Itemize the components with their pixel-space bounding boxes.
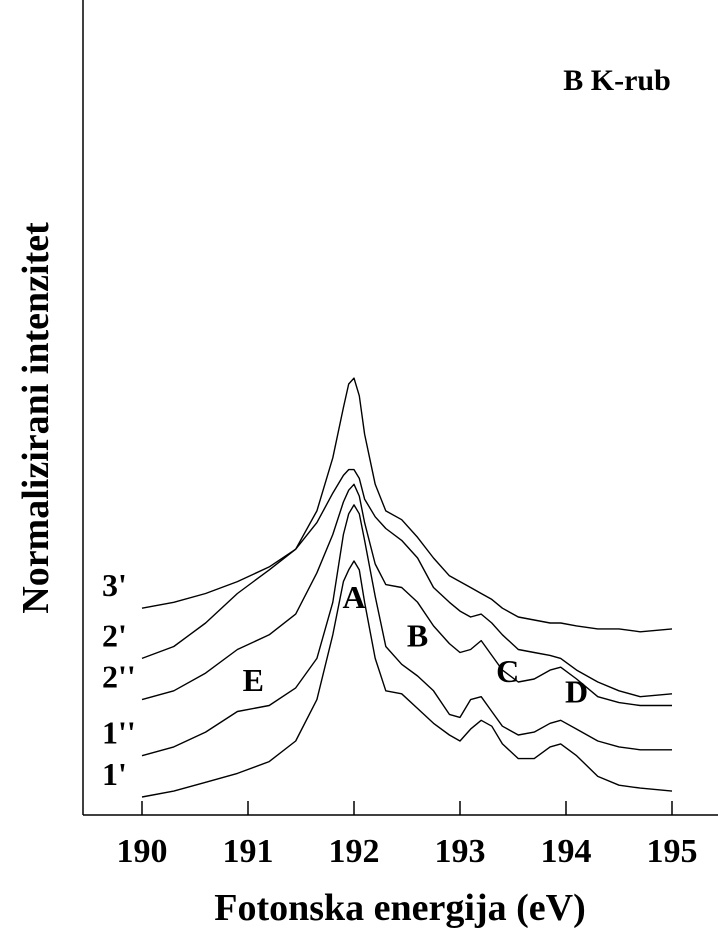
x-tick-label: 190: [117, 833, 168, 870]
curve-label: 1'': [102, 715, 136, 751]
peak-annotations: A B C D E: [243, 579, 589, 709]
series-group: [141, 377, 673, 798]
curve-label: 1': [102, 756, 127, 792]
peak-label: C: [496, 653, 519, 689]
curve-label: 3': [102, 567, 127, 603]
curve-label: 2'': [102, 659, 136, 695]
x-ticks: 190 191 192 193 194 195: [117, 801, 698, 870]
curve-label: 2': [102, 617, 127, 653]
x-axis-title: Fotonska energija (eV): [214, 887, 585, 929]
peak-label: A: [342, 579, 365, 615]
series-line-1p: [141, 560, 673, 798]
x-tick-label: 194: [541, 833, 592, 870]
y-axis-title: Normalizirani intenzitet: [15, 222, 57, 614]
chart-title: B K-rub: [563, 64, 671, 97]
peak-label: D: [565, 674, 588, 710]
x-tick-label: 195: [647, 833, 698, 870]
series-line-2pp: [141, 483, 672, 707]
x-tick-label: 191: [223, 833, 274, 870]
series-line-1pp: [141, 504, 672, 757]
x-tick-label: 193: [435, 833, 486, 870]
series-line-3p: [141, 377, 673, 633]
series-line-2p: [141, 468, 673, 698]
curve-labels: 3' 2' 2'' 1'' 1': [102, 567, 136, 792]
x-tick-label: 192: [329, 833, 380, 870]
axes: [82, 0, 718, 816]
peak-label: B: [407, 618, 428, 654]
peak-label: E: [243, 662, 264, 698]
